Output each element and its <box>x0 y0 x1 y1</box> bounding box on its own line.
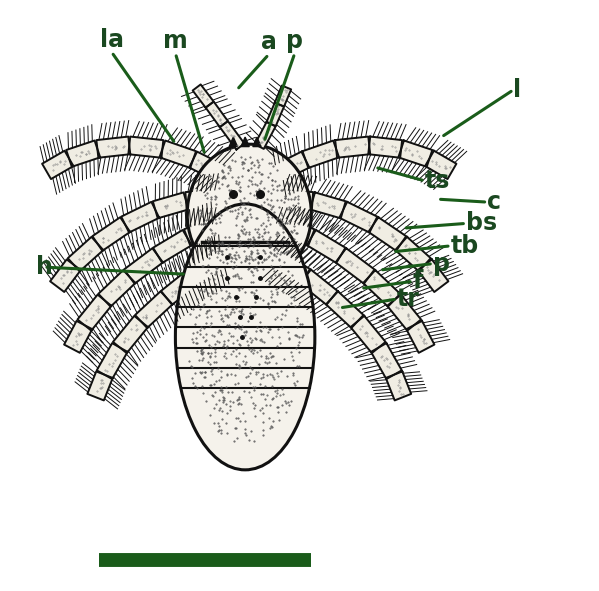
Polygon shape <box>77 295 111 330</box>
Polygon shape <box>161 269 199 305</box>
Ellipse shape <box>187 144 311 284</box>
Polygon shape <box>335 137 370 158</box>
Polygon shape <box>96 137 130 158</box>
Text: bs: bs <box>466 212 497 235</box>
Polygon shape <box>68 237 103 271</box>
Polygon shape <box>87 371 113 401</box>
Polygon shape <box>310 193 346 218</box>
Polygon shape <box>425 151 456 179</box>
Polygon shape <box>406 321 434 353</box>
Polygon shape <box>398 141 432 167</box>
Polygon shape <box>368 137 402 158</box>
Polygon shape <box>326 291 364 328</box>
Polygon shape <box>350 316 386 353</box>
Text: a: a <box>261 30 277 54</box>
Text: tr: tr <box>397 287 420 311</box>
Polygon shape <box>302 141 339 168</box>
Polygon shape <box>64 321 92 353</box>
Text: tb: tb <box>451 234 479 258</box>
Polygon shape <box>153 193 189 218</box>
Polygon shape <box>184 217 221 246</box>
Polygon shape <box>229 137 237 147</box>
Ellipse shape <box>176 204 315 470</box>
Polygon shape <box>66 141 100 167</box>
Polygon shape <box>339 202 377 232</box>
Text: p: p <box>286 29 303 53</box>
Polygon shape <box>267 103 284 126</box>
Polygon shape <box>241 137 249 147</box>
Polygon shape <box>128 137 164 158</box>
Polygon shape <box>153 230 192 263</box>
Polygon shape <box>97 343 128 379</box>
Text: p: p <box>433 252 450 275</box>
Polygon shape <box>418 259 449 292</box>
Text: ts: ts <box>425 169 450 193</box>
Polygon shape <box>193 85 214 108</box>
Polygon shape <box>189 152 225 181</box>
Polygon shape <box>368 217 406 251</box>
Polygon shape <box>185 190 219 210</box>
Polygon shape <box>280 190 313 210</box>
Polygon shape <box>159 141 196 168</box>
Polygon shape <box>42 151 74 179</box>
Text: f: f <box>413 269 423 293</box>
Polygon shape <box>371 343 402 379</box>
Polygon shape <box>98 270 135 307</box>
Polygon shape <box>113 316 148 353</box>
Polygon shape <box>386 371 411 401</box>
Text: h: h <box>36 255 53 279</box>
Text: m: m <box>163 29 187 53</box>
Polygon shape <box>275 86 291 106</box>
Polygon shape <box>135 291 173 328</box>
Text: c: c <box>488 190 501 214</box>
Polygon shape <box>273 152 309 181</box>
Polygon shape <box>220 121 244 150</box>
Polygon shape <box>50 259 81 292</box>
Polygon shape <box>387 295 421 330</box>
Polygon shape <box>253 137 261 147</box>
Polygon shape <box>255 122 276 149</box>
Polygon shape <box>277 217 314 246</box>
Polygon shape <box>124 248 163 284</box>
Polygon shape <box>300 269 338 305</box>
Polygon shape <box>335 248 374 284</box>
Polygon shape <box>395 237 431 271</box>
Polygon shape <box>363 270 400 307</box>
Polygon shape <box>189 251 227 284</box>
Text: la: la <box>99 28 123 52</box>
Text: l: l <box>513 78 522 102</box>
Polygon shape <box>307 230 346 263</box>
Polygon shape <box>205 102 228 127</box>
Polygon shape <box>92 217 130 251</box>
Polygon shape <box>271 251 310 284</box>
Polygon shape <box>121 202 159 232</box>
